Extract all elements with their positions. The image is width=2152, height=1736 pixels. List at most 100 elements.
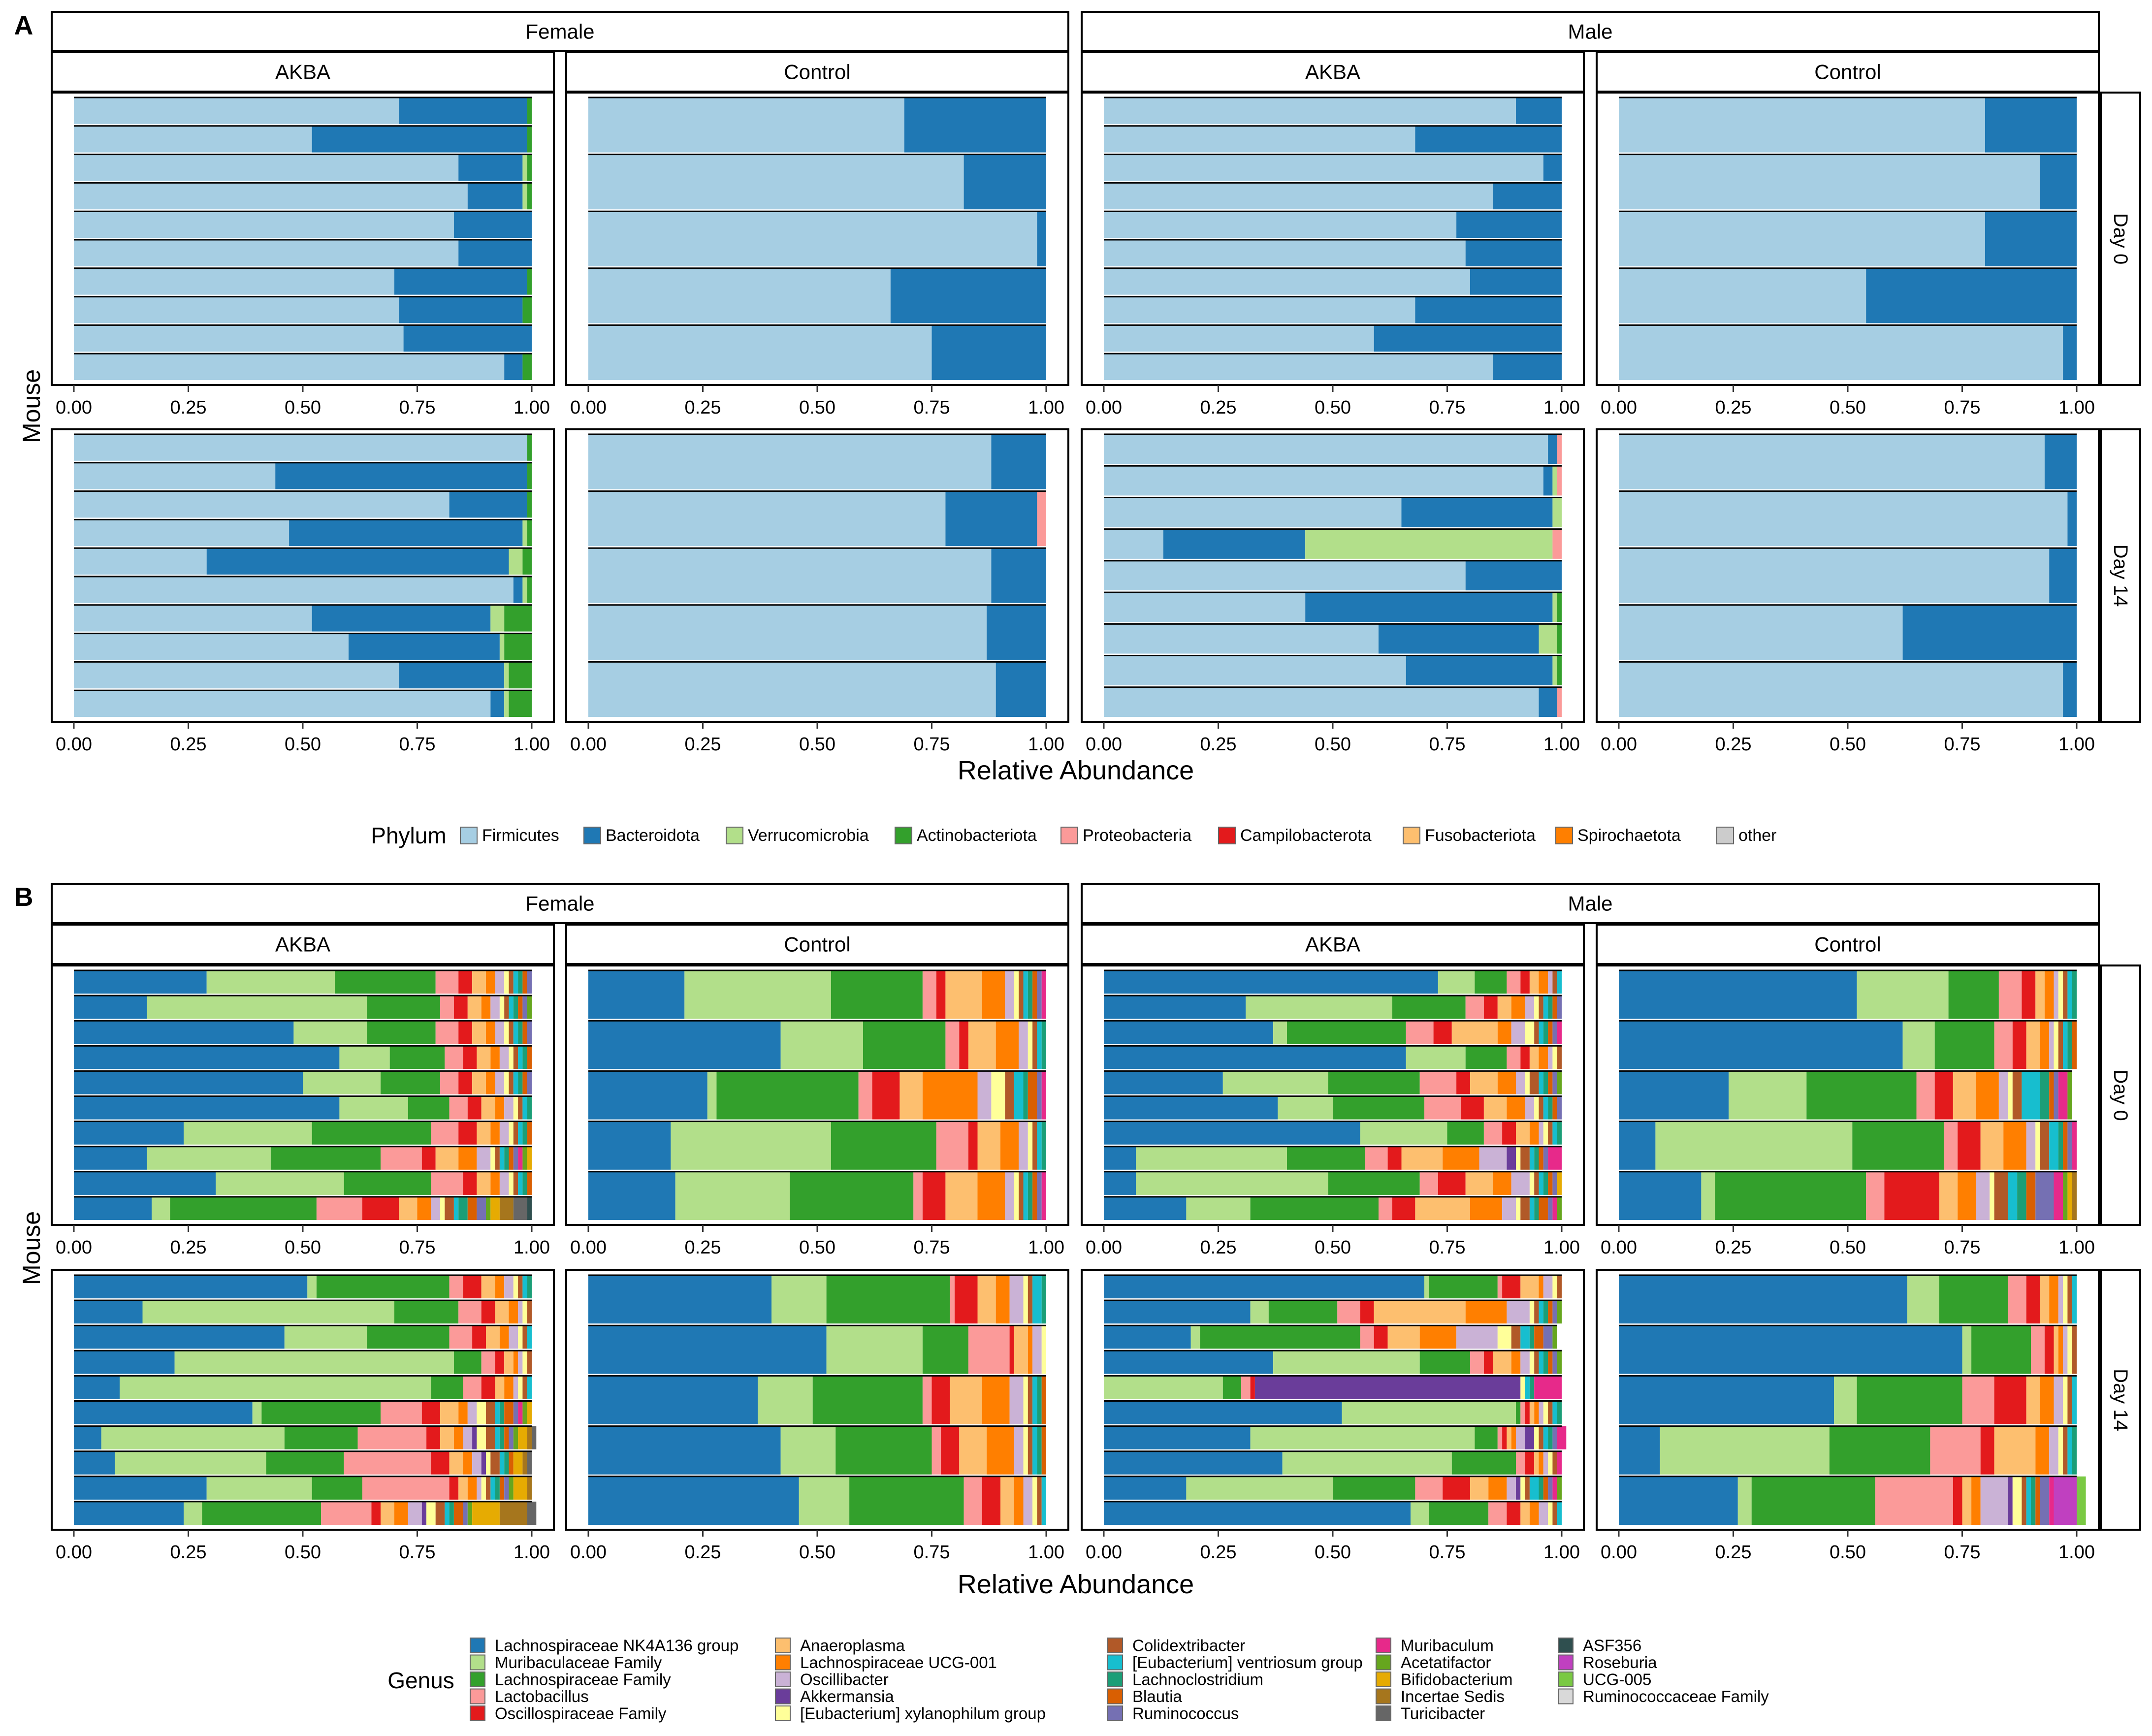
bar-segment-firmicutes	[1619, 325, 2063, 380]
bar-segment-lachnospiraceae-family	[1328, 1171, 1420, 1195]
bar-segment-oscillibacter	[477, 1476, 482, 1500]
bar-segment-firmicutes	[588, 268, 891, 323]
bar-segment-eubacterium-ventriosum-group	[499, 1146, 505, 1170]
bar	[74, 296, 532, 323]
bar-segment-eubacterium-xylanophilum-group	[1028, 1021, 1033, 1069]
x-tick-label: 0.00	[570, 1237, 607, 1258]
bar-segment-oscillibacter	[1005, 970, 1014, 1019]
bar	[74, 1095, 532, 1120]
bar-segment-oscillospiraceae-family	[955, 1275, 978, 1324]
bar	[588, 267, 1046, 323]
bar-segment-muribaculum	[1552, 1196, 1557, 1220]
bar-segment-lachnospiraceae-ucg-001	[490, 1171, 500, 1195]
x-tick-label: 0.50	[285, 1237, 321, 1258]
bar-segment-lachnospiraceae-nk4a136-group	[1104, 1501, 1411, 1525]
bar	[1104, 1476, 1562, 1500]
bar-segment-muribaculaceae-family	[1907, 1275, 1939, 1324]
bar-segment-oscillibacter	[1543, 1275, 1553, 1299]
facet-female-akba-day-0: 0.00 0.25 0.50 0.75 1.00	[51, 92, 555, 418]
bar-segment-anaeroplasma	[1980, 1121, 2004, 1170]
bar-segment-lachnospiraceae-ucg-001	[1958, 1171, 1976, 1220]
legend-label: Lachnospiraceae Family	[495, 1671, 671, 1689]
legend-item: [Eubacterium] ventriosum group	[1107, 1653, 1363, 1672]
bar-segment-colidextribacter	[1005, 1071, 1014, 1120]
bar-segment-oscillospiraceae-family	[1387, 1146, 1402, 1170]
bar-segment-oscillibacter	[499, 1121, 509, 1145]
bar-segment-oscillibacter	[513, 1376, 518, 1399]
bar-segment-bacteroidota	[991, 434, 1046, 489]
bar-segment-akkermansia	[1254, 1376, 1521, 1399]
bar-segment-firmicutes	[1619, 268, 1866, 323]
bar-segment-lachnospiraceae-nk4a136-group	[1104, 1325, 1191, 1349]
bar-segment-colidextribacter	[2067, 1376, 2072, 1424]
bar-segment-eubacterium-ventriosum-group	[1041, 1476, 1046, 1525]
bar-segment-colidextribacter	[2058, 1021, 2063, 1069]
bar-segment-eubacterium-ventriosum-group	[1552, 1121, 1557, 1145]
bar-segment-lachnospiraceae-family	[270, 1146, 381, 1170]
x-tick-label: 1.00	[1028, 1542, 1064, 1563]
bar	[74, 547, 532, 575]
bar	[74, 661, 532, 689]
bar-segment-lachnospiraceae-family	[1333, 1096, 1424, 1120]
x-tick-label: 0.50	[799, 734, 835, 755]
x-tick-label: 1.00	[1543, 1542, 1580, 1563]
bar-segment-lactobacillus	[1470, 1350, 1484, 1374]
bar-segment-lachnospiraceae-family	[716, 1071, 859, 1120]
bar-segment-colidextribacter	[2022, 1476, 2026, 1525]
bar-segment-actinobacteriota	[527, 491, 532, 518]
bar-segment-lachnoclostridium	[1037, 1426, 1042, 1475]
x-tick-label: 0.00	[1601, 1237, 1637, 1258]
bar-segment-colidextribacter	[486, 1401, 495, 1424]
bar-segment-lachnospiraceae-nk4a136-group	[1619, 1275, 1907, 1324]
bar	[1619, 969, 2077, 1019]
bar-segment-oscillibacter	[490, 996, 500, 1019]
bar-segment-lachnospiraceae-nk4a136-group	[74, 1121, 184, 1145]
bar-segment-bifidobacterium	[490, 1196, 500, 1220]
bar-segment-firmicutes	[1104, 434, 1548, 464]
bar-segment-bacteroidota	[504, 354, 523, 380]
bar-segment-verrucomicrobia	[522, 577, 527, 603]
bar-segment-lactobacillus	[1419, 1071, 1457, 1094]
bar-segment-oscillibacter	[472, 1451, 482, 1475]
bar-segment-lachnospiraceae-nk4a136-group	[74, 970, 207, 994]
bar-segment-bacteroidota	[1379, 624, 1539, 654]
bar	[1104, 995, 1562, 1019]
bar-segment-lachnospiraceae-family	[1392, 996, 1466, 1019]
bar-segment-colidextribacter	[1534, 1171, 1539, 1195]
bar-segment-oscillibacter	[1525, 1096, 1535, 1120]
bar	[74, 1196, 532, 1220]
bar-segment-muribaculaceae-family	[771, 1275, 827, 1324]
bar-segment-blautia	[1552, 1096, 1557, 1120]
bar-segment-lactobacillus	[1419, 1171, 1438, 1195]
bar	[1104, 1020, 1562, 1044]
bar-segment-eubacterium-xylanophilum-group	[2035, 1121, 2040, 1170]
bar-segment-lachnospiraceae-ucg-001	[486, 1021, 495, 1044]
bar-segment-anaeroplasma	[1374, 1300, 1466, 1324]
bar-segment-bacteroidota	[467, 183, 523, 210]
legend-swatch	[470, 1705, 485, 1721]
bar-segment-oscillospiraceae-family	[458, 1121, 477, 1145]
bar-segment-actinobacteriota	[527, 577, 532, 603]
bar-segment-blautia	[518, 996, 523, 1019]
bar-segment-lachnospiraceae-nk4a136-group	[588, 1325, 827, 1374]
facet-male-control-day-14: 0.00 0.25 0.50 0.75 1.00	[1596, 1269, 2100, 1563]
strip-label-day-0: Day 0	[2110, 1069, 2131, 1121]
bar-segment-eubacterium-xylanophilum-group	[1023, 1275, 1028, 1324]
bar-segment-ruminococcus	[1552, 1350, 1557, 1374]
bar-segment-muribaculaceae-family	[780, 1021, 863, 1069]
bar-segment-lactobacillus	[440, 1071, 459, 1094]
bar-segment-lachnospiraceae-ucg-001	[987, 1426, 1014, 1475]
bar-segment-ruminococcus	[477, 1196, 486, 1220]
bar-segment-ruminococcus	[1543, 1146, 1548, 1170]
bar-segment-eubacterium-xylanophilum-group	[1032, 1476, 1037, 1525]
bar-segment-verrucomicrobia	[1539, 624, 1557, 654]
bar-segment-lactobacillus	[435, 1021, 459, 1044]
bar-segment-firmicutes	[74, 183, 468, 210]
bar-segment-lachnospiraceae-nk4a136-group	[1104, 1275, 1424, 1299]
bar-segment-anaeroplasma	[1014, 1325, 1028, 1374]
bar	[1104, 1324, 1557, 1349]
bar-segment-lachnospiraceae-nk4a136-group	[74, 1146, 147, 1170]
x-tick-label: 0.50	[1830, 1237, 1866, 1258]
bar-segment-firmicutes	[1104, 97, 1516, 124]
bar-segment-proteobacteria	[1552, 529, 1562, 559]
